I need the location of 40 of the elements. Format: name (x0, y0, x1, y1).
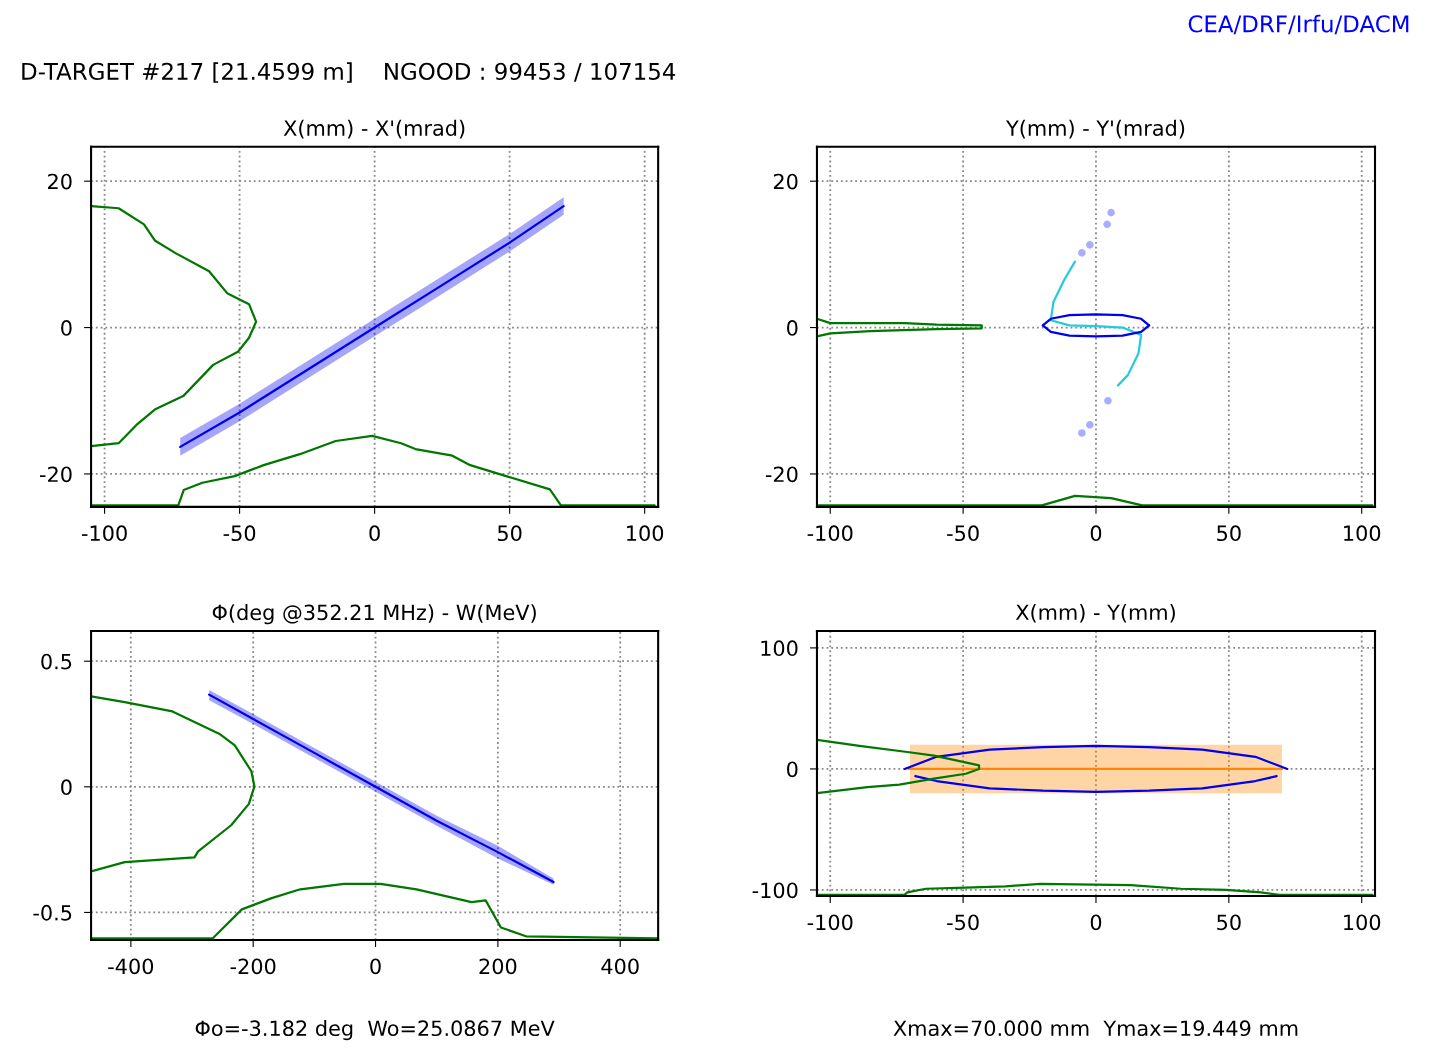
y-tick-label: 0 (787, 320, 798, 336)
x-tick-label: -200 (230, 958, 276, 975)
y-tick-label: -20 (765, 466, 798, 483)
text: Φo=-3.182 deg Wo=25.0867 MeV (195, 1020, 555, 1041)
x-tick-label: 50 (1217, 525, 1241, 542)
x-tick-label: -100 (81, 525, 127, 542)
x-tick-label: -100 (807, 525, 853, 542)
x-tick-label: 0 (369, 525, 380, 542)
y-tick-label: 0 (787, 761, 798, 778)
chart-title: X(mm) - X'(mrad) (283, 119, 465, 139)
chart-title: X(mm) - Y(mm) (1015, 604, 1175, 623)
chart-title: Φ(deg @352.21 MHz) - W(MeV) (212, 604, 536, 625)
x-tick-label: 400 (601, 958, 639, 975)
x-tick-label: 50 (1217, 914, 1241, 931)
y-tick-label: 0 (61, 320, 72, 336)
x-tick-label: 100 (627, 525, 664, 542)
x-tick-label: -100 (807, 914, 853, 931)
x-tick-label: -50 (947, 525, 979, 542)
x-tick-label: 0 (370, 958, 381, 975)
y-tick-label: 20 (773, 173, 798, 190)
x-tick-label: -400 (108, 958, 154, 975)
x-tick-label: 100 (1344, 525, 1381, 542)
chart-title: Y(mm) - Y'(mrad) (1006, 119, 1185, 139)
text: D-TARGET #217 [21.4599 m] NGOOD : 99453 / 107154 (22, 62, 676, 83)
x-tick-label: 200 (479, 958, 517, 975)
x-tick-label: 0 (1090, 914, 1102, 931)
y-tick-label: 20 (48, 173, 72, 190)
y-tick-label: 0 (61, 779, 72, 796)
x-tick-label: -50 (947, 914, 979, 931)
x-tick-label: -50 (223, 525, 256, 542)
y-tick-label: -20 (40, 466, 72, 483)
x-tick-label: 100 (1344, 914, 1381, 931)
text: Xmax=70.000 mm Ymax=19.449 mm (893, 1020, 1298, 1037)
x-tick-label: 0 (1090, 525, 1102, 542)
y-tick-label: 0.5 (41, 653, 72, 670)
y-tick-label: 100 (761, 640, 798, 657)
text: CEA/DRF/Irfu/DACM (1188, 14, 1409, 35)
y-tick-label: -100 (752, 882, 798, 899)
x-tick-label: 50 (497, 525, 522, 542)
y-tick-label: -0.5 (33, 904, 72, 921)
